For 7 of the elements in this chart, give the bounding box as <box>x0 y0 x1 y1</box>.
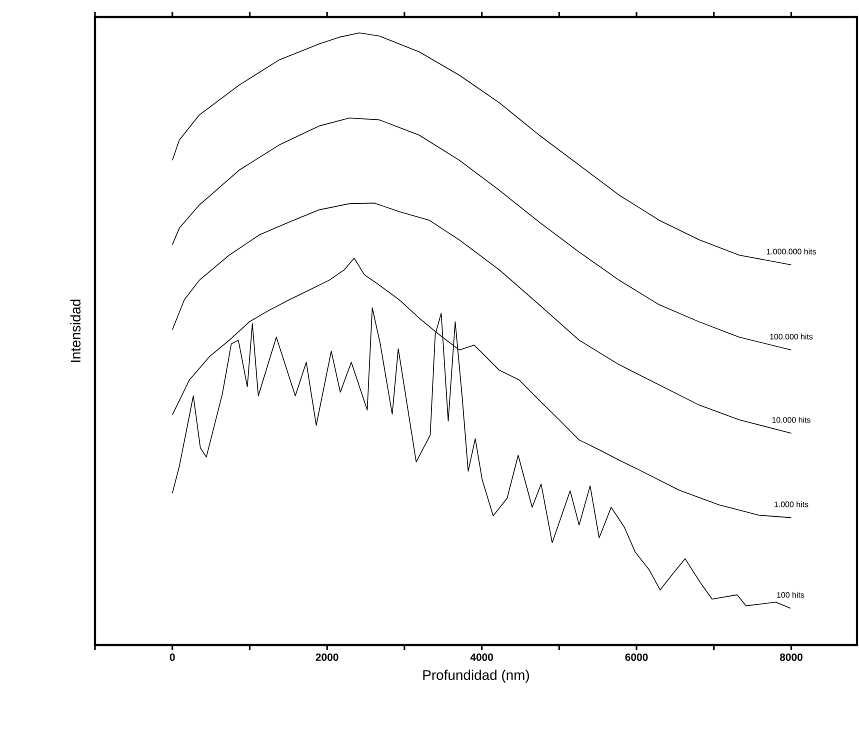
x-tick-label: 2000 <box>316 654 338 661</box>
x-tick-label: 8000 <box>780 654 802 661</box>
x-tick-label: 0 <box>170 654 175 661</box>
x-tick-label: 4000 <box>470 654 494 661</box>
x-tick-label: 6000 <box>625 654 648 661</box>
x-axis-title: Profundidad (nm) <box>423 670 529 683</box>
y-axis-title: Intensidad <box>70 300 81 362</box>
